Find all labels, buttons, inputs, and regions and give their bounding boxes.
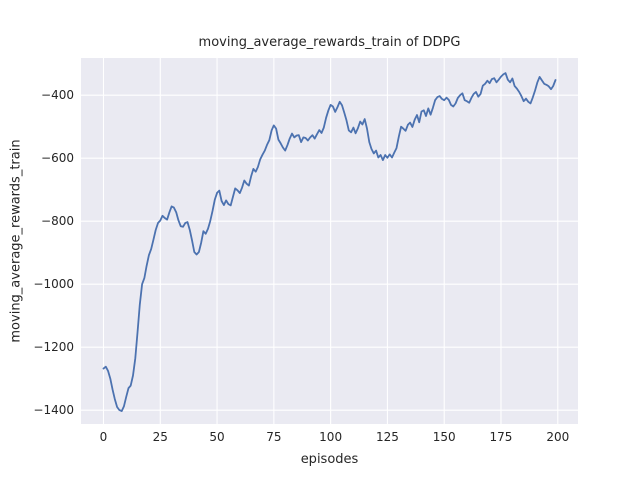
x-tick-label: 50 (209, 430, 225, 444)
chart-title: moving_average_rewards_train of DDPG (198, 35, 461, 50)
y-tick-label: −600 (41, 151, 74, 166)
x-tick-label: 125 (375, 430, 399, 444)
x-tick-label: 0 (99, 430, 108, 444)
y-tick-label: −1000 (33, 277, 74, 292)
x-tick-label: 175 (489, 430, 513, 444)
y-tick-label: −400 (41, 88, 74, 103)
x-axis-label: episodes (300, 452, 359, 467)
x-tick-label: 25 (152, 430, 168, 444)
y-tick-label: −1200 (33, 340, 74, 355)
x-tick-label: 75 (266, 430, 282, 444)
plot-panel (81, 58, 578, 424)
x-tick-label: 150 (432, 430, 456, 444)
x-tick-label: 200 (546, 430, 570, 444)
y-tick-label: −800 (41, 214, 74, 229)
y-tick-label: −1400 (33, 403, 74, 418)
series-line (102, 72, 557, 413)
x-tick-label: 100 (319, 430, 343, 444)
